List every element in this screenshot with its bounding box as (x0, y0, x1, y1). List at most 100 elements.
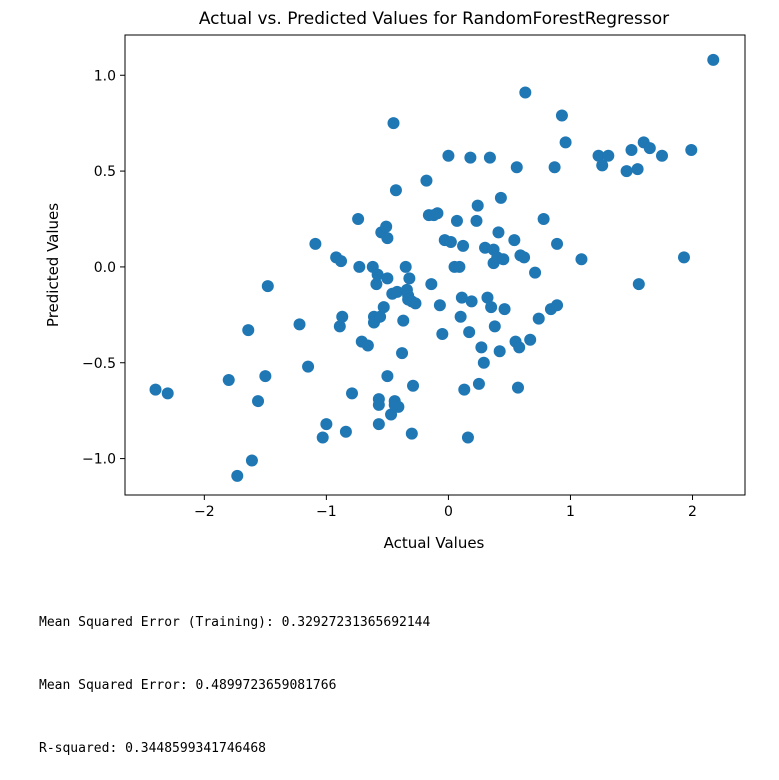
data-point (471, 199, 484, 212)
data-point (602, 149, 615, 162)
data-point (335, 255, 348, 268)
data-point (293, 318, 306, 331)
data-point (403, 272, 416, 285)
y-axis-label: Predicted Values (44, 203, 62, 327)
x-tick-label: −1 (316, 504, 337, 520)
data-point (436, 328, 449, 340)
data-point (381, 370, 394, 383)
data-point (677, 251, 690, 264)
data-point (399, 260, 412, 273)
y-tick-label: 0.0 (94, 260, 116, 276)
data-point (529, 266, 542, 279)
data-point (372, 418, 385, 431)
y-axis-ticks: −1.0 −0.5 0.0 0.5 1.0 (82, 68, 125, 468)
data-point (371, 268, 384, 281)
data-point (252, 395, 265, 408)
data-point (397, 314, 410, 327)
data-point (261, 280, 274, 293)
data-point (370, 278, 383, 291)
x-axis-ticks: −2 −1 0 1 2 (194, 495, 697, 520)
x-axis-label: Actual Values (384, 534, 485, 552)
data-point (405, 427, 418, 440)
data-point (302, 360, 315, 373)
data-point (592, 149, 605, 162)
data-point (242, 324, 255, 337)
y-tick-label: 0.5 (94, 164, 116, 180)
r-squared-line: R-squared: 0.3448599341746468 (39, 741, 266, 756)
data-point (632, 278, 645, 291)
data-point (450, 214, 463, 227)
data-point (409, 297, 422, 310)
data-point (407, 379, 420, 392)
data-point (548, 161, 561, 174)
data-point (524, 333, 537, 346)
data-point (707, 53, 720, 66)
data-points (149, 53, 720, 482)
data-point (336, 310, 349, 323)
data-point (381, 272, 394, 285)
data-point (559, 136, 572, 149)
data-point (494, 191, 507, 204)
data-point (457, 239, 470, 252)
data-point (498, 303, 511, 316)
data-point (222, 374, 235, 386)
data-point (444, 236, 457, 248)
x-tick-label: 1 (566, 504, 575, 520)
data-point (385, 408, 398, 421)
data-point (389, 184, 402, 197)
data-point (309, 237, 322, 250)
data-point (245, 454, 258, 467)
data-point (361, 339, 374, 352)
data-point (555, 109, 568, 122)
data-point (455, 291, 468, 304)
console-output: Mean Squared Error (Training): 0.3292723… (39, 570, 430, 780)
data-point (551, 299, 564, 312)
data-point (431, 207, 444, 220)
data-point (391, 285, 404, 298)
data-point (463, 326, 476, 339)
data-point (511, 381, 524, 394)
data-point (461, 431, 474, 444)
data-point (497, 253, 510, 266)
mse-line: Mean Squared Error: 0.4899723659081766 (39, 678, 337, 693)
data-point (513, 341, 526, 354)
y-tick-label: 1.0 (94, 68, 116, 84)
data-point (492, 226, 505, 239)
data-point (454, 310, 467, 323)
data-point (353, 260, 366, 273)
data-point (596, 159, 609, 172)
scatter-plot: Actual vs. Predicted Values for RandomFo… (44, 9, 746, 552)
data-point (643, 142, 656, 155)
data-point (333, 320, 346, 333)
data-point (231, 469, 244, 482)
data-point (316, 431, 329, 444)
data-point (477, 356, 490, 369)
data-point (483, 151, 496, 164)
data-point (464, 151, 477, 164)
data-point (374, 310, 387, 323)
data-point (472, 377, 485, 390)
data-point (320, 418, 333, 431)
chart-title: Actual vs. Predicted Values for RandomFo… (199, 9, 669, 29)
data-point (685, 144, 698, 156)
data-point (519, 86, 532, 99)
x-tick-label: 0 (444, 504, 453, 520)
y-tick-label: −0.5 (82, 356, 116, 372)
y-tick-label: −1.0 (82, 452, 116, 468)
data-point (442, 149, 455, 162)
data-point (339, 425, 352, 438)
data-point (433, 299, 446, 312)
data-point (259, 370, 272, 383)
data-point (510, 161, 523, 174)
data-point (380, 220, 393, 233)
data-point (575, 253, 588, 266)
data-point (161, 387, 174, 400)
data-point (392, 400, 405, 413)
data-point (551, 237, 564, 250)
data-point (481, 291, 494, 304)
data-point (485, 301, 498, 314)
data-point (532, 312, 545, 325)
data-point (372, 398, 385, 411)
data-point (453, 260, 466, 273)
data-point (475, 341, 488, 354)
